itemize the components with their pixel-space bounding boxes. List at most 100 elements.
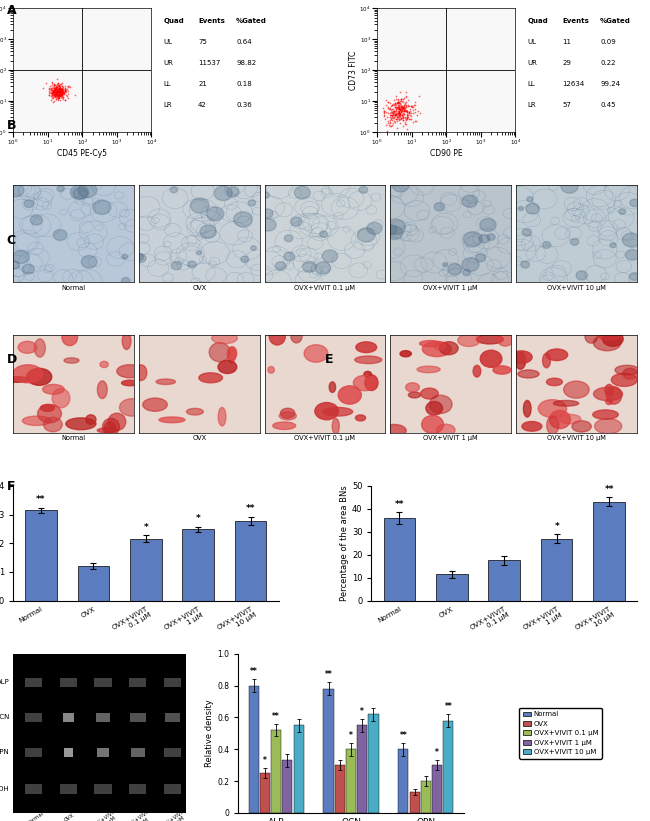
Ellipse shape	[218, 360, 237, 374]
Bar	[346, 750, 356, 813]
Point	[402, 112, 412, 125]
Point	[398, 104, 409, 117]
Point	[395, 108, 406, 121]
Point	[408, 103, 419, 116]
Point	[53, 85, 63, 99]
Ellipse shape	[436, 424, 455, 436]
Point	[385, 106, 395, 119]
Circle shape	[190, 198, 209, 213]
Point	[401, 90, 411, 103]
Point	[60, 94, 70, 107]
Point	[55, 77, 65, 90]
Point	[54, 81, 64, 94]
Legend: Normal, OVX, OVX+VIVIT 0.1 μM, OVX+VIVIT 1 μM, OVX+VIVIT 10 μM: Normal, OVX, OVX+VIVIT 0.1 μM, OVX+VIVIT…	[519, 708, 602, 759]
Bar	[77, 566, 109, 601]
Circle shape	[136, 254, 146, 263]
Bar	[164, 784, 181, 794]
Ellipse shape	[199, 373, 222, 383]
Point	[53, 89, 63, 103]
Bar	[593, 502, 625, 601]
Point	[48, 88, 58, 101]
Point	[55, 87, 66, 100]
Point	[55, 82, 66, 95]
Point	[394, 102, 404, 115]
Point	[394, 106, 404, 119]
Ellipse shape	[615, 365, 639, 375]
Point	[389, 114, 400, 127]
Text: *: *	[144, 523, 148, 532]
Point	[50, 85, 60, 98]
Ellipse shape	[538, 400, 567, 418]
Point	[54, 85, 64, 99]
Text: 11: 11	[562, 39, 571, 45]
Point	[52, 87, 62, 100]
Bar	[25, 510, 57, 601]
Point	[49, 84, 60, 97]
Point	[381, 106, 391, 119]
Point	[54, 89, 64, 103]
Point	[394, 101, 404, 114]
Point	[393, 112, 404, 126]
Ellipse shape	[355, 356, 382, 364]
Point	[59, 85, 70, 98]
Point	[385, 120, 396, 133]
Bar	[183, 530, 214, 601]
Point	[383, 100, 393, 113]
Circle shape	[200, 225, 216, 238]
Ellipse shape	[122, 333, 131, 350]
Bar	[271, 730, 281, 813]
Bar	[129, 677, 146, 687]
Point	[408, 100, 418, 113]
Y-axis label: CD73 FITC: CD73 FITC	[349, 50, 358, 89]
Ellipse shape	[549, 410, 571, 429]
Point	[51, 85, 62, 98]
Bar	[63, 713, 73, 722]
Point	[397, 112, 408, 125]
Point	[47, 85, 57, 99]
Point	[55, 82, 65, 95]
Circle shape	[81, 255, 97, 268]
Circle shape	[630, 199, 640, 207]
Ellipse shape	[354, 375, 376, 391]
Point	[57, 86, 67, 99]
Point	[390, 96, 400, 109]
Point	[57, 87, 67, 100]
Point	[387, 103, 397, 116]
Point	[391, 107, 402, 120]
Point	[57, 86, 68, 99]
Circle shape	[487, 234, 495, 241]
Point	[386, 103, 396, 117]
Point	[55, 81, 65, 94]
Point	[56, 89, 66, 102]
Ellipse shape	[13, 365, 43, 383]
Point	[55, 87, 65, 100]
Point	[46, 81, 57, 94]
Point	[50, 89, 60, 103]
Point	[55, 80, 65, 93]
Point	[47, 84, 58, 97]
Point	[53, 85, 64, 99]
Point	[410, 95, 420, 108]
Circle shape	[315, 262, 331, 274]
Ellipse shape	[439, 342, 458, 355]
Bar	[358, 726, 367, 813]
Point	[50, 86, 60, 99]
Point	[400, 97, 410, 110]
Point	[385, 119, 396, 132]
Point	[406, 99, 416, 112]
Circle shape	[302, 261, 316, 273]
Point	[53, 84, 63, 97]
Point	[46, 94, 56, 107]
Point	[391, 93, 401, 106]
Circle shape	[13, 250, 29, 264]
Point	[396, 93, 406, 106]
Bar	[294, 726, 304, 813]
Point	[383, 96, 393, 109]
Point	[60, 83, 70, 96]
Point	[404, 106, 415, 119]
Text: OVX+VIVIT
10 μM: OVX+VIVIT 10 μM	[161, 808, 190, 821]
Point	[415, 106, 425, 119]
Point	[388, 107, 398, 120]
Point	[406, 107, 416, 120]
Point	[61, 82, 72, 95]
